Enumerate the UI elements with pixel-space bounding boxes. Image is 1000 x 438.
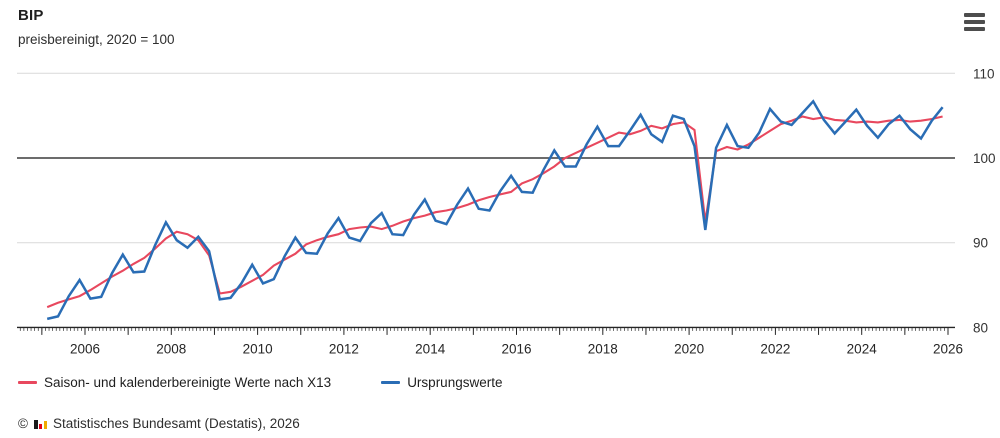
svg-text:2016: 2016 — [501, 341, 531, 356]
svg-text:2012: 2012 — [329, 341, 359, 356]
chart-title: BIP — [18, 7, 44, 24]
copyright-text: Statistisches Bundesamt (Destatis), 2026 — [52, 416, 300, 431]
svg-text:80: 80 — [973, 320, 988, 335]
svg-text:2010: 2010 — [243, 341, 273, 356]
legend-item-adjusted: Saison- und kalenderbereinigte Werte nac… — [18, 375, 331, 390]
legend-label-adjusted: Saison- und kalenderbereinigte Werte nac… — [44, 375, 332, 390]
legend-item-original: Ursprungswerte — [381, 375, 502, 390]
adjusted-series-line-icon — [18, 381, 37, 384]
copyright-symbol: © — [18, 416, 28, 431]
chart-legend: Saison- und kalenderbereinigte Werte nac… — [18, 375, 502, 390]
svg-text:100: 100 — [973, 151, 996, 166]
svg-text:2018: 2018 — [588, 341, 618, 356]
svg-text:2026: 2026 — [933, 341, 963, 356]
original-series-line-icon — [381, 381, 401, 384]
chart-menu-button[interactable] — [958, 8, 990, 36]
legend-label-original: Ursprungswerte — [407, 375, 503, 390]
svg-text:2014: 2014 — [415, 341, 446, 356]
svg-text:90: 90 — [973, 236, 988, 251]
chart-subtitle: preisbereinigt, 2020 = 100 — [18, 32, 175, 47]
svg-text:2020: 2020 — [674, 341, 704, 356]
destatis-bar-chart-icon — [33, 420, 47, 429]
svg-text:2022: 2022 — [760, 341, 790, 356]
copyright-note: © Statistisches Bundesamt (Destatis), 20… — [18, 416, 300, 431]
chart-header: BIP preisbereinigt, 2020 = 100 — [18, 6, 175, 47]
svg-text:110: 110 — [973, 66, 995, 81]
svg-text:2008: 2008 — [156, 341, 186, 356]
svg-text:2006: 2006 — [70, 341, 100, 356]
svg-text:2024: 2024 — [847, 341, 878, 356]
